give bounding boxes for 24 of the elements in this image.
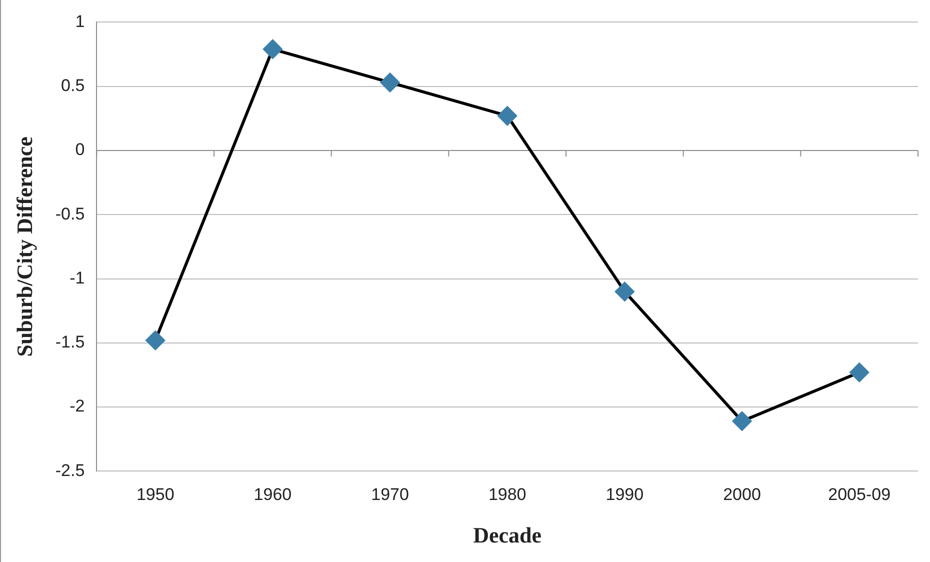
y-tick-label: -0.5	[55, 204, 85, 224]
point	[615, 282, 634, 302]
point	[263, 40, 282, 59]
x-tick-label: 1970	[371, 485, 409, 504]
y-tick-label: -2	[70, 396, 85, 416]
x-tick-label: 1950	[136, 485, 174, 504]
point	[850, 362, 869, 382]
y-tick-label: 0	[75, 140, 85, 160]
y-tick-label: -1	[70, 268, 85, 288]
x-tick-label: 1990	[606, 485, 644, 504]
x-axis-title: Decade	[473, 522, 542, 548]
point	[498, 106, 517, 126]
y-tick-label: -2.5	[55, 460, 85, 480]
point	[380, 72, 400, 92]
point	[146, 330, 165, 350]
x-tick-label: 1960	[254, 485, 292, 504]
y-tick-label: -1.5	[55, 332, 85, 352]
x-tick-label: 2000	[723, 485, 761, 504]
point	[732, 412, 752, 431]
y-tick-label: 1	[75, 12, 85, 31]
y-tick-label: 0.5	[61, 76, 85, 96]
y-axis-title: Suburb/City Difference	[12, 136, 37, 357]
x-tick-label: 2005-09	[828, 485, 891, 504]
x-tick-label: 1980	[488, 485, 526, 504]
